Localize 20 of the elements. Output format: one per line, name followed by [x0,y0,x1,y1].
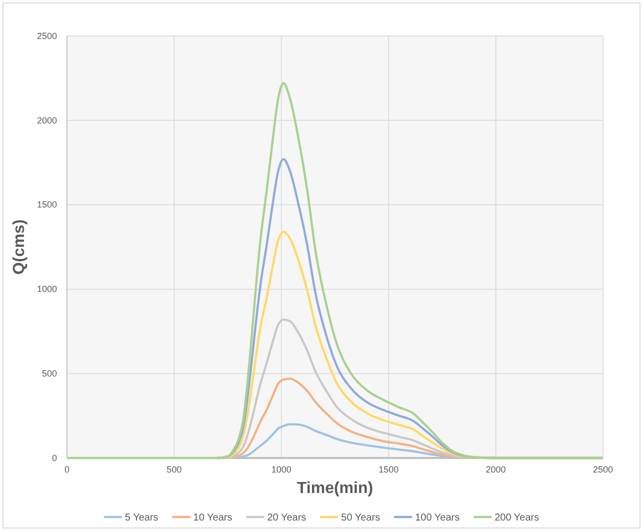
y-tick-label: 500 [42,368,57,378]
y-tick-label: 0 [52,452,57,463]
y-tick-label: 1000 [36,284,57,294]
legend-label: 50 Years [341,512,380,524]
y-axis-title: Q(cms) [11,219,28,275]
x-axis-title: Time(min) [296,480,374,497]
x-tick-label: 2000 [486,464,506,474]
y-tick-label: 2500 [36,30,57,41]
x-tick-label: 2500 [592,464,614,474]
legend-label: 100 Years [415,512,460,524]
x-tick-label: 1500 [378,464,399,474]
y-tick-label: 1500 [36,200,57,210]
x-tick-label: 500 [166,464,182,474]
x-tick-label: 1000 [271,464,292,474]
legend-label: 200 Years [494,512,540,524]
y-tick-label: 2000 [36,115,57,126]
x-tick-label: 0 [64,464,70,474]
legend-label: 10 Years [193,512,232,524]
legend-label: 20 Years [267,512,306,524]
legend-label: 5 Years [124,512,158,524]
